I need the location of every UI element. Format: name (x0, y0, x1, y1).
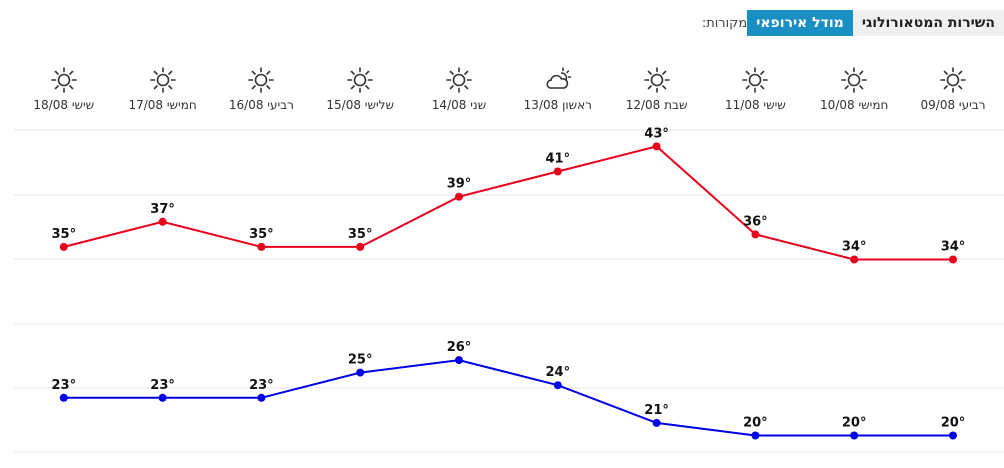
sources-label: מקורות: (701, 15, 748, 31)
max-temp-point (850, 255, 859, 264)
max-temp-label: 36° (743, 214, 768, 229)
sun-icon (741, 66, 769, 94)
day-column: שבת 12/08 (607, 66, 707, 112)
min-temp-label: 25° (348, 353, 373, 368)
min-temp-point (356, 368, 365, 377)
day-label: חמישי 17/08 (128, 98, 197, 112)
day-label: שישי 18/08 (33, 98, 95, 112)
min-temp-point (751, 431, 760, 440)
day-label: שני 14/08 (431, 98, 487, 112)
min-temp-label: 23° (52, 378, 77, 393)
sun-icon (840, 66, 868, 94)
source-meteorological-service-button[interactable]: השירות המטאורולוגי (852, 10, 1004, 36)
min-temp-label: 20° (743, 416, 768, 431)
max-temp-point (949, 255, 957, 264)
sun-icon (50, 66, 78, 94)
min-temp-point (850, 431, 859, 440)
day-column: רביעי 16/08 (211, 66, 311, 112)
day-column: חמישי 10/08 (804, 66, 904, 112)
min-temp-label: 26° (447, 340, 472, 355)
day-label: רביעי 16/08 (228, 98, 294, 112)
sun-icon (149, 66, 177, 94)
sun-icon (643, 66, 671, 94)
min-temp-point (59, 393, 68, 402)
min-temp-point (257, 393, 266, 402)
max-temp-label: 35° (348, 227, 373, 242)
day-column: שישי 18/08 (14, 66, 114, 112)
max-temp-point (356, 242, 365, 251)
day-column: שלישי 15/08 (310, 66, 410, 112)
min-temp-line (63, 359, 953, 437)
sources-bar: מקורות: מודל אירופאי השירות המטאורולוגי (696, 10, 1004, 36)
min-temp-label: 21° (644, 403, 669, 418)
max-temp-point (455, 192, 463, 201)
day-label: חמישי 10/08 (820, 98, 889, 112)
max-temp-label: 37° (150, 202, 175, 217)
partly-cloudy-icon (544, 66, 572, 94)
days-row: רביעי 09/08 חמישי 10/08 שישי 11/08 שבת 12/0… (0, 66, 1004, 122)
sun-icon (939, 66, 967, 94)
day-column: שישי 11/08 (705, 66, 805, 112)
max-temp-label: 35° (249, 227, 274, 242)
max-temp-point (751, 230, 760, 239)
min-temp-point (158, 393, 167, 402)
min-temp-label: 23° (150, 378, 175, 393)
max-temp-point (158, 217, 167, 226)
day-label: שבת 12/08 (625, 98, 688, 112)
max-temp-label: 41° (546, 152, 571, 167)
min-temp-point (949, 431, 957, 440)
max-temp-label: 43° (644, 126, 669, 141)
max-temp-line (63, 145, 953, 261)
sun-icon (346, 66, 374, 94)
source-european-model-button[interactable]: מודל אירופאי (747, 10, 853, 36)
max-temp-point (257, 242, 266, 251)
day-column: ראשון 13/08 (508, 66, 608, 112)
day-label: רביעי 09/08 (920, 98, 986, 112)
min-temp-label: 23° (249, 378, 274, 393)
max-temp-label: 35° (52, 227, 77, 242)
day-label: ראשון 13/08 (523, 98, 592, 112)
day-column: רביעי 09/08 (903, 66, 1003, 112)
max-temp-label: 34° (941, 240, 966, 255)
min-temp-label: 20° (941, 416, 966, 431)
max-temp-point (553, 167, 562, 176)
day-column: חמישי 17/08 (113, 66, 213, 112)
max-temp-point (59, 242, 68, 251)
min-temp-label: 24° (546, 365, 571, 380)
sun-icon (445, 66, 473, 94)
day-label: שישי 11/08 (725, 98, 786, 112)
max-temp-label: 39° (447, 177, 472, 192)
day-label: שלישי 15/08 (326, 98, 394, 112)
sun-icon (247, 66, 275, 94)
day-column: שני 14/08 (409, 66, 509, 112)
min-temp-point (455, 356, 463, 365)
min-temp-point (652, 418, 661, 427)
min-temp-point (553, 381, 562, 390)
min-temp-label: 20° (842, 416, 867, 431)
max-temp-label: 34° (842, 240, 867, 255)
max-temp-point (652, 142, 661, 151)
